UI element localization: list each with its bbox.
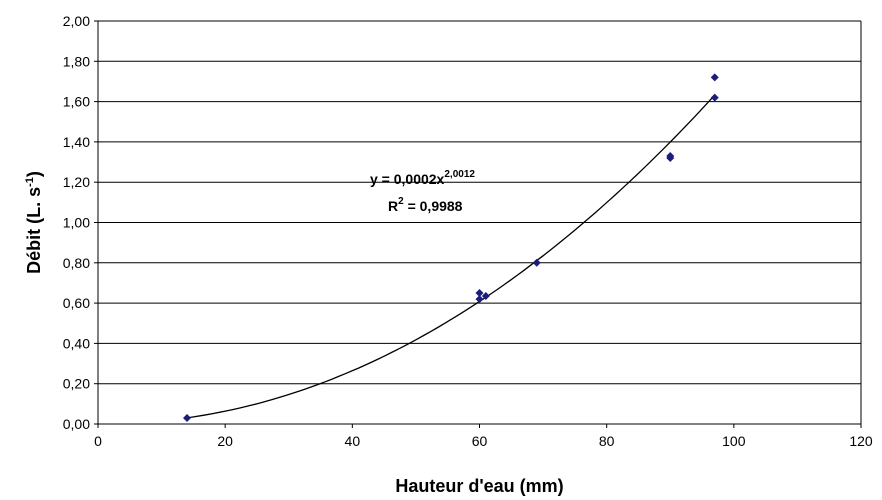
y-tick-label: 1,00 (63, 215, 90, 231)
point (481, 292, 490, 301)
equation-text: y = 0,0002x (370, 171, 445, 187)
point (475, 289, 484, 298)
y-tick-label: 1,40 (63, 134, 90, 150)
x-tick-label: 60 (472, 433, 488, 449)
y-axis-label: Débit (L. s-1) (24, 171, 44, 274)
y-tick-label: 0,60 (63, 295, 90, 311)
equation-sup: 2,0012 (444, 169, 475, 180)
x-tick-label: 120 (849, 433, 873, 449)
r-squared-sup: 2 (398, 196, 404, 207)
y-tick-label: 0,80 (63, 255, 90, 271)
point (666, 154, 675, 163)
x-tick-label: 80 (599, 433, 615, 449)
y-tick-label: 2,00 (63, 13, 90, 29)
point (710, 93, 719, 102)
y-tick-label: 1,60 (63, 94, 90, 110)
y-tick-label: 0,00 (63, 416, 90, 432)
x-tick-label: 0 (94, 433, 102, 449)
point (532, 258, 541, 267)
y-tick-label: 1,20 (63, 174, 90, 190)
y-axis-label-text: Débit (L. s (24, 187, 44, 274)
x-tick-label: 20 (217, 433, 233, 449)
x-tick-label: 40 (345, 433, 361, 449)
x-axis-label: Hauteur d'eau (mm) (395, 476, 563, 496)
trendline (186, 94, 716, 419)
point (475, 295, 484, 304)
y-tick-label: 0,20 (63, 376, 90, 392)
x-tick-label: 100 (722, 433, 746, 449)
y-axis-label-sup: -1 (24, 177, 36, 187)
equation: y = 0,0002x2,0012 (370, 169, 475, 187)
point (710, 73, 719, 82)
r-squared: R2 = 0,9988 (388, 196, 463, 214)
r-squared-rest: = 0,9988 (404, 198, 463, 214)
r-squared-text: R (388, 198, 398, 214)
y-tick-label: 0,40 (63, 335, 90, 351)
point (183, 413, 192, 422)
y-tick-label: 1,80 (63, 53, 90, 69)
y-axis-label-rest: ) (24, 171, 44, 177)
